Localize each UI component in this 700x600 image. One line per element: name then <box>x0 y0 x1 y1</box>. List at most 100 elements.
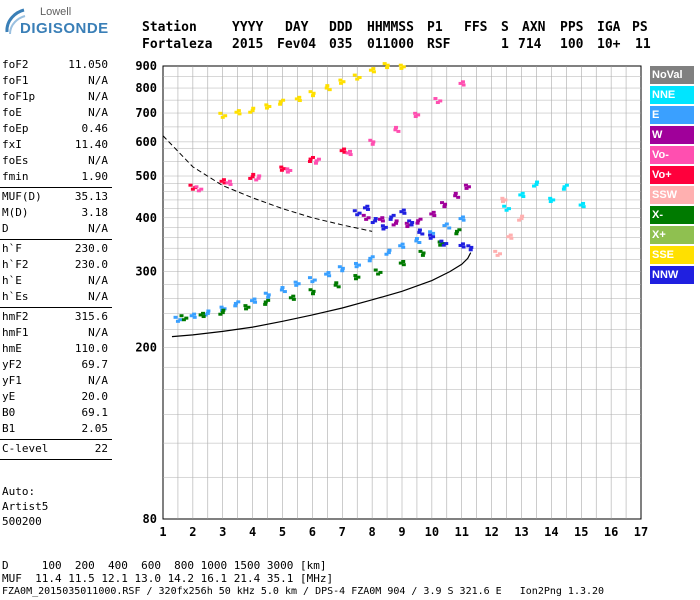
header-label-6: FFS <box>464 20 488 35</box>
point-x- <box>418 249 423 253</box>
point-w <box>377 217 382 221</box>
point-w <box>361 213 366 217</box>
point-nnw <box>409 223 414 227</box>
param-value: 69.7 <box>81 358 109 371</box>
point-vo+ <box>190 187 195 191</box>
point-vo- <box>345 151 350 155</box>
point-nnw <box>469 245 474 249</box>
point-e <box>178 318 183 322</box>
header-label-11: PS <box>632 20 648 35</box>
param-row: fmin 1.90 <box>2 170 108 186</box>
header-label-0: Station <box>142 20 197 35</box>
point-sse <box>327 88 332 92</box>
point-x- <box>291 294 296 298</box>
point-nne <box>548 200 553 204</box>
point-nnw <box>428 236 433 240</box>
header-value-1: 2015 <box>232 37 264 52</box>
param-row: C-level 22 <box>2 442 108 458</box>
point-ssw <box>495 253 500 257</box>
point-sse <box>237 112 242 116</box>
header-label-9: PPS <box>560 20 584 35</box>
point-sse <box>294 97 299 101</box>
header-value-0: Fortaleza <box>142 37 213 52</box>
point-sse <box>338 78 343 82</box>
point-nnw <box>391 213 396 217</box>
x-tick-label: 2 <box>189 525 196 539</box>
point-nne <box>518 193 523 197</box>
param-label: C-level <box>2 442 49 455</box>
point-nne <box>564 183 569 187</box>
point-e <box>252 297 257 301</box>
point-e <box>205 311 210 315</box>
point-e <box>253 300 258 304</box>
point-e <box>367 259 372 263</box>
header-value-10: 10+ <box>597 37 621 52</box>
param-label: B0 <box>2 406 16 419</box>
point-vo- <box>370 142 375 146</box>
x-tick-label: 3 <box>219 525 226 539</box>
autoscaling-code: 500200 <box>2 515 42 528</box>
point-x- <box>218 312 223 316</box>
x-tick-label: 4 <box>249 525 256 539</box>
param-label: h`E <box>2 274 22 287</box>
param-label: fmin <box>2 170 29 183</box>
header-label-5: P1 <box>427 20 443 35</box>
point-nne <box>581 201 586 205</box>
point-vo- <box>288 168 293 172</box>
point-e <box>354 265 359 269</box>
param-value: 35.13 <box>74 190 108 203</box>
point-nne <box>506 207 511 211</box>
header-value-3: 035 <box>329 37 353 52</box>
point-vo- <box>368 138 373 142</box>
param-label: yF2 <box>2 358 22 371</box>
point-e <box>206 309 211 313</box>
point-nnw <box>370 221 375 225</box>
x-tick-label: 7 <box>339 525 346 539</box>
point-sse <box>311 91 316 95</box>
point-w <box>394 219 399 223</box>
param-label: hmE <box>2 342 22 355</box>
point-vo- <box>461 83 466 87</box>
param-value: 11.40 <box>74 138 108 151</box>
point-sse <box>308 90 313 94</box>
legend-item: Vo- <box>650 146 694 164</box>
point-w <box>380 216 385 220</box>
point-vo- <box>196 189 201 193</box>
point-x- <box>220 311 225 315</box>
point-nnw <box>466 244 471 248</box>
param-label: hmF2 <box>2 310 29 323</box>
point-e <box>414 237 419 241</box>
swirl-icon <box>5 8 26 35</box>
point-vo+ <box>248 176 253 180</box>
point-nnw <box>439 239 444 243</box>
point-nne <box>534 182 539 186</box>
point-x- <box>353 274 358 278</box>
point-nnw <box>402 211 407 215</box>
point-vo+ <box>282 167 287 171</box>
header-label-2: DAY <box>285 20 309 35</box>
param-row: hmE 110.0 <box>2 342 108 358</box>
point-sse <box>371 67 376 71</box>
param-label: foF1p <box>2 90 36 103</box>
point-x- <box>201 315 206 319</box>
header-value-4: 011000 <box>367 37 414 52</box>
point-e <box>192 312 197 316</box>
point-vo+ <box>307 159 312 163</box>
point-nnw <box>383 225 388 229</box>
point-w <box>404 221 409 225</box>
point-vo+ <box>342 150 347 154</box>
point-vo- <box>438 99 443 103</box>
point-e <box>386 251 391 255</box>
point-vo- <box>393 128 398 132</box>
point-x- <box>420 253 425 257</box>
point-sse <box>223 114 228 118</box>
point-sse <box>341 80 346 84</box>
point-w <box>440 201 445 205</box>
point-nne <box>551 198 556 202</box>
point-sse <box>352 73 357 77</box>
point-w <box>416 219 421 223</box>
param-row: fxI 11.40 <box>2 138 108 154</box>
point-w <box>415 221 420 225</box>
header-value-11: 11 <box>635 37 651 52</box>
point-vo- <box>416 113 421 117</box>
